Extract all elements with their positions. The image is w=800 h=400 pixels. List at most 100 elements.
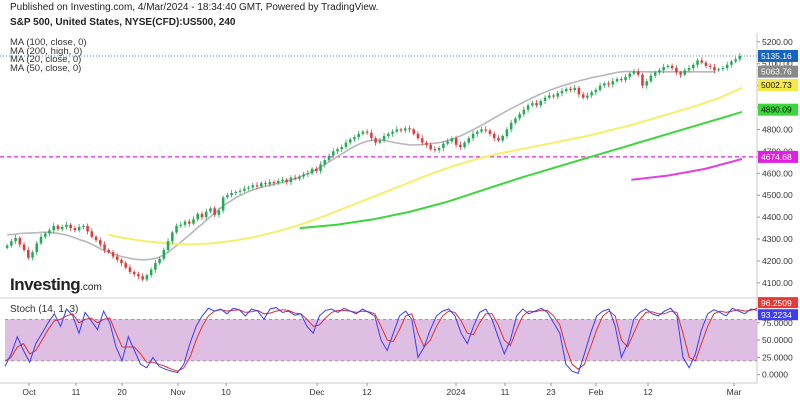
candle-body [247,187,250,189]
candle-body [221,197,225,211]
candle-body [480,129,483,132]
price-badge-label-1: 5063.76 [761,67,792,77]
candle-body [323,160,327,165]
candle-body [319,164,322,172]
candle-body [429,144,432,150]
candle-body [683,70,687,75]
candle-body [446,141,449,144]
candle-body [115,256,119,260]
candle-body [154,263,157,270]
candle-body [721,68,725,70]
candle-body [60,226,64,230]
x-tick-label-5: Dec [309,387,325,397]
candle-body [649,75,653,82]
stoch-label[interactable]: Stoch (14, 1, 3) [10,304,79,315]
stoch-badge-0 [758,297,798,309]
candle-body [556,93,560,97]
price-badge-label-4: 4674.68 [761,152,792,162]
x-tick-label-3: Nov [170,387,186,397]
y-tick-label-5: 4600.00 [762,168,793,178]
price-badge-3 [758,103,798,116]
legend-item-ma100[interactable]: MA (100, close, 0) [10,37,87,48]
stoch-y-tick-label-1: 25.0000 [762,352,793,362]
ma20-line [7,70,715,261]
candle-body [548,95,551,98]
candle-body [230,192,233,196]
candle-body [39,236,43,244]
candle-body [382,136,386,141]
candle-body [31,252,34,258]
candle-body [120,259,123,264]
candle-body [204,211,208,218]
stoch-k-line [4,307,758,374]
candle-body [581,94,585,98]
candle-body [632,71,636,74]
candle-body [611,81,615,85]
candle-body [662,66,665,71]
candle-body [158,258,161,264]
candle-body [505,129,509,137]
candle-body [132,271,136,275]
candle-body [391,131,394,134]
candle-body [124,263,127,268]
candle-body [90,231,94,237]
candle-body [10,241,13,246]
candle-body [111,252,115,257]
candle-body [484,129,488,131]
candle-body [86,225,89,232]
candle-body [56,225,60,230]
candle-body [192,219,195,224]
stoch-y-tick-label-3: 75.0000 [762,318,793,328]
candle-body [459,144,462,147]
candle-body [526,105,530,110]
candle-body [162,249,166,259]
candle-body [433,149,437,151]
candle-body [607,83,610,85]
candle-body [412,129,416,134]
candle-body [196,213,199,220]
candle-body [137,274,140,277]
y-tick-label-1: 4200.00 [762,256,793,266]
candle-body [539,100,543,106]
candle-body [670,65,674,69]
candle-body [302,174,305,177]
candle-body [336,149,339,152]
candle-body [717,69,720,71]
candle-body [679,72,682,75]
candle-body [463,142,466,147]
candle-body [27,249,30,258]
candle-body [374,138,377,143]
candle-body [590,92,593,96]
x-tick-label-12: Mar [727,387,742,397]
candle-body [52,225,55,231]
candle-body [353,137,356,140]
candle-body [535,103,538,106]
published-caption: Published on Investing.com, 4/Mar/2024 -… [10,2,379,13]
legend-item-ma50[interactable]: MA (50, close, 0) [10,62,82,74]
candle-body [348,139,352,143]
legend-item-ma200[interactable]: MA (200, high, 0) [10,45,83,57]
candle-body [5,245,9,248]
x-tick-label-2: 20 [117,387,127,397]
candle-body [628,73,632,77]
candle-body [293,177,297,179]
x-tick-label-7: 2024 [447,387,466,397]
legend-item-ma20[interactable]: MA (20, close, 0) [10,54,82,66]
candle-body [243,188,246,191]
candle-body [213,208,216,215]
candle-body [238,190,242,192]
candle-body [425,142,428,145]
candle-body [43,233,47,237]
candle-body [264,183,267,185]
candle-body [624,76,627,81]
candle-body [560,91,564,94]
candle-body [645,81,648,86]
candle-body [310,168,314,174]
candle-body [573,87,576,90]
y-tick-label-2: 4300.00 [762,234,793,244]
candle-body [704,62,708,66]
candle-body [77,226,81,231]
candle-body [408,128,411,130]
candle-body [378,140,382,143]
candle-body [103,244,106,250]
